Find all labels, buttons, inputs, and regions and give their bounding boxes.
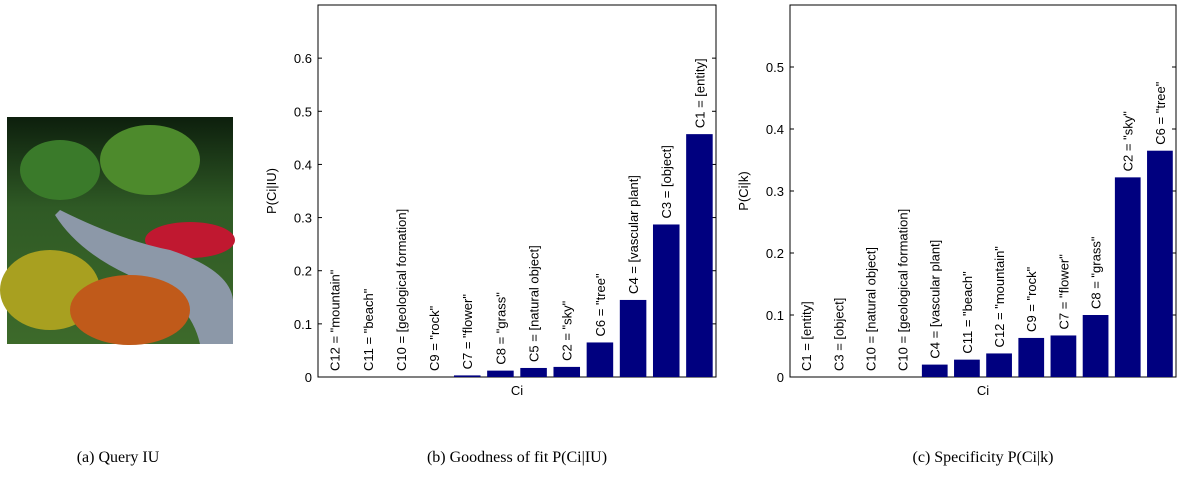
y-tick-label: 0 bbox=[305, 370, 312, 385]
y-tick-label: 0.3 bbox=[766, 184, 784, 199]
bar bbox=[520, 368, 547, 377]
y-tick-label: 0.2 bbox=[766, 246, 784, 261]
bar bbox=[922, 365, 948, 377]
y-tick-label: 0.5 bbox=[294, 104, 312, 119]
y-tick-label: 0.1 bbox=[766, 308, 784, 323]
bar-label: C12 = "mountain" bbox=[328, 269, 343, 371]
bar-label: C3 = [object] bbox=[659, 145, 674, 218]
bar bbox=[553, 367, 580, 377]
y-tick-label: 0.2 bbox=[294, 264, 312, 279]
bar-label: C10 = [geological formation] bbox=[896, 209, 911, 371]
y-tick-label: 0 bbox=[777, 370, 784, 385]
query-image bbox=[0, 117, 235, 345]
y-axis-label: P(Ci|k) bbox=[736, 171, 751, 210]
bar-label: C4 = [vascular plant] bbox=[626, 175, 641, 294]
bar-label: C6 = "tree" bbox=[593, 273, 608, 336]
bar-label: C7 = "flower" bbox=[1056, 254, 1071, 330]
y-axis-label: P(Ci|IU) bbox=[264, 168, 279, 214]
bar bbox=[587, 342, 614, 377]
bar-label: C2 = "sky" bbox=[560, 300, 575, 361]
bar-label: C8 = "grass" bbox=[1089, 236, 1104, 309]
bar-label: C10 = [geological formation] bbox=[394, 209, 409, 371]
bar bbox=[954, 360, 980, 377]
bar-label: C6 = "tree" bbox=[1153, 81, 1168, 144]
bar-label: C8 = "grass" bbox=[493, 292, 508, 365]
bar bbox=[1147, 151, 1173, 377]
bar bbox=[653, 224, 680, 377]
bar-label: C12 = "mountain" bbox=[992, 246, 1007, 348]
bar-label: C1 = [entity] bbox=[692, 58, 707, 128]
bar-label: C9 = "rock" bbox=[1024, 266, 1039, 332]
bar bbox=[1051, 335, 1077, 377]
bar bbox=[686, 134, 713, 377]
bar-label: C11 = "beach" bbox=[960, 271, 975, 354]
y-tick-label: 0.1 bbox=[294, 317, 312, 332]
bar bbox=[1083, 315, 1109, 377]
caption: (c) Specificity P(Ci|k) bbox=[913, 449, 1054, 466]
y-tick-label: 0.4 bbox=[766, 122, 784, 137]
bar bbox=[620, 300, 647, 377]
bar-label: C9 = "rock" bbox=[427, 305, 442, 371]
y-tick-label: 0.3 bbox=[294, 211, 312, 226]
bar bbox=[1018, 338, 1044, 377]
caption: (a) Query IU bbox=[77, 449, 160, 466]
bar bbox=[1115, 177, 1141, 377]
bar-label: C5 = [natural object] bbox=[527, 245, 542, 362]
y-tick-label: 0.5 bbox=[766, 60, 784, 75]
y-tick-label: 0.6 bbox=[294, 51, 312, 66]
bar-label: C7 = "flower" bbox=[460, 294, 475, 370]
y-tick-label: 0.4 bbox=[294, 157, 312, 172]
bar-label: C10 = [natural object] bbox=[863, 247, 878, 371]
bar-label: C4 = [vascular plant] bbox=[928, 240, 943, 359]
bar bbox=[986, 353, 1012, 377]
bar-label: C2 = "sky" bbox=[1121, 111, 1136, 172]
figure: (a) Query IU 0 0.1 0.2 0.3 0.4 0.5 0.6 C12 = "m… bbox=[0, 0, 1179, 475]
bar bbox=[487, 371, 514, 377]
bar-label: C3 = [object] bbox=[831, 298, 846, 371]
caption: (b) Goodness of fit P(Ci|IU) bbox=[427, 449, 607, 466]
bar-label: C1 = [entity] bbox=[799, 301, 814, 371]
bar-label: C11 = "beach" bbox=[361, 288, 376, 371]
bar bbox=[454, 375, 481, 377]
x-axis-label: Ci bbox=[977, 383, 989, 398]
x-axis-label: Ci bbox=[511, 383, 523, 398]
